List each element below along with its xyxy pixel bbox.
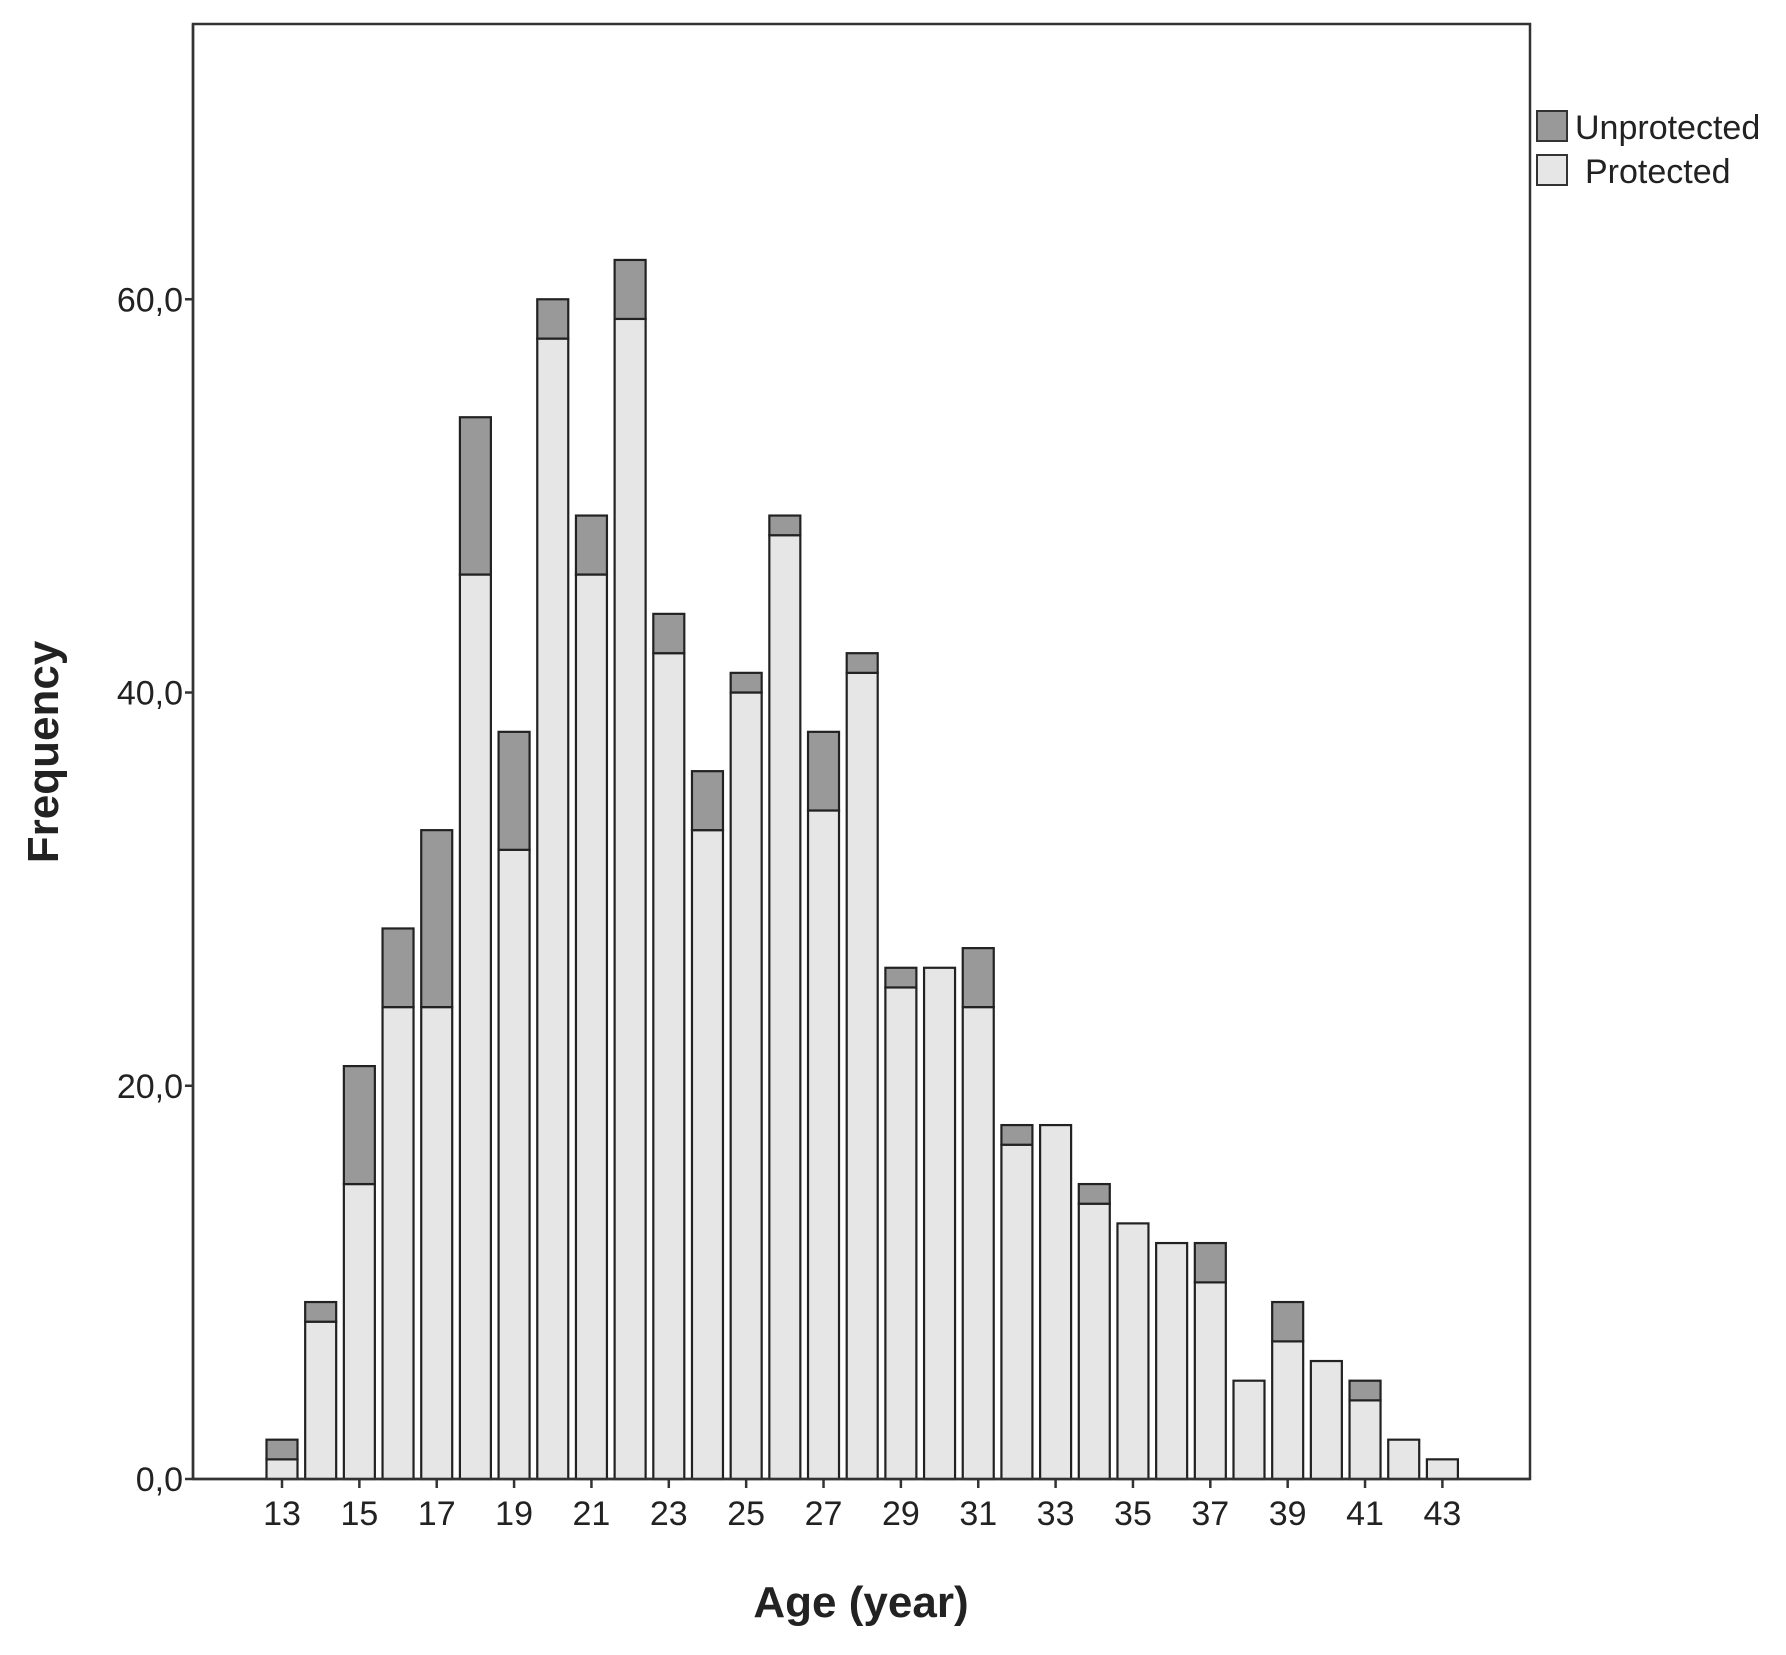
bar-unprotected-age-23 [652,612,686,655]
bar-protected-age-35 [1116,1222,1150,1481]
bar-protected-age-42 [1387,1438,1421,1481]
bar-protected-age-24 [690,829,725,1481]
x-tick-label: 35 [1114,1495,1152,1533]
x-tick-label: 39 [1269,1495,1307,1533]
y-axis-title: Frequency [19,640,68,863]
x-tick-label: 29 [882,1495,920,1533]
bar-protected-age-18 [458,573,492,1481]
bar-protected-age-32 [1000,1143,1034,1481]
x-tick-label: 31 [959,1495,997,1533]
bar-protected-age-13 [265,1458,299,1481]
bar-unprotected-age-28 [845,652,879,674]
legend-swatch-unprotected [1536,110,1568,142]
bar-unprotected-age-27 [806,730,841,812]
bar-unprotected-age-20 [536,298,570,340]
legend: Unprotected Protected [1536,109,1760,191]
bar-unprotected-age-15 [342,1064,376,1186]
bar-protected-age-27 [806,809,841,1481]
x-axis-title: Age (year) [753,1578,968,1627]
x-tick-label: 15 [340,1495,378,1533]
legend-label-unprotected: Unprotected [1575,109,1760,147]
bar-protected-age-19 [497,848,531,1481]
bar-unprotected-age-31 [961,947,995,1009]
bar-unprotected-age-32 [1000,1123,1034,1146]
y-tick-label: 20,0 [117,1068,183,1106]
bar-protected-age-25 [729,691,763,1481]
bar-protected-age-39 [1271,1340,1305,1481]
x-tick-label: 17 [418,1495,456,1533]
legend-label-protected: Protected [1585,153,1731,191]
x-tick-label: 21 [573,1495,611,1533]
bar-unprotected-age-37 [1193,1241,1227,1284]
bar-unprotected-age-29 [884,966,918,989]
bar-unprotected-age-26 [768,514,802,537]
bar-protected-age-40 [1309,1359,1343,1481]
bar-protected-age-33 [1038,1123,1073,1481]
y-tick-label: 40,0 [117,675,183,713]
bar-unprotected-age-41 [1348,1379,1382,1402]
bar-protected-age-36 [1155,1241,1189,1481]
bar-unprotected-age-18 [458,416,492,576]
bar-unprotected-age-21 [574,514,609,576]
bar-protected-age-26 [768,534,802,1481]
bar-unprotected-age-17 [420,829,454,1009]
bar-protected-age-14 [304,1320,338,1481]
bar-unprotected-age-25 [729,671,763,694]
bar-unprotected-age-22 [613,258,647,321]
bar-protected-age-22 [613,317,647,1481]
bar-protected-age-29 [884,986,918,1481]
legend-swatch-protected [1536,154,1568,186]
bar-unprotected-age-39 [1271,1300,1305,1343]
bar-unprotected-age-16 [381,927,415,1009]
x-tick-label: 25 [727,1495,765,1533]
x-axis: 13 15 17 19 21 23 25 27 29 31 33 35 37 39 41 43 [193,1477,1530,1533]
bar-protected-age-30 [922,966,957,1481]
bar-protected-age-15 [342,1182,376,1481]
bar-protected-age-20 [536,337,570,1481]
bar-protected-age-21 [574,573,609,1481]
bar-protected-age-31 [961,1006,995,1481]
x-tick-label: 43 [1423,1495,1461,1533]
y-tick-label: 0,0 [136,1461,183,1499]
bar-protected-age-17 [420,1006,454,1481]
bar-protected-age-41 [1348,1399,1382,1481]
bar-protected-age-23 [652,652,686,1481]
x-tick-label: 19 [495,1495,533,1533]
x-tick-label: 23 [650,1495,688,1533]
x-tick-label: 27 [805,1495,843,1533]
bar-protected-age-38 [1232,1379,1266,1481]
x-tick-label: 13 [263,1495,301,1533]
bar-unprotected-age-14 [304,1300,338,1323]
x-tick-label: 33 [1037,1495,1075,1533]
bar-protected-age-34 [1077,1202,1111,1481]
bar-unprotected-age-19 [497,730,531,851]
bar-unprotected-age-13 [265,1438,299,1461]
bar-protected-age-37 [1193,1281,1227,1481]
bar-unprotected-age-34 [1077,1182,1111,1205]
bar-protected-age-43 [1425,1458,1460,1481]
y-axis: 0,0 20,0 40,0 60,0 [117,24,195,1499]
y-tick-label: 60,0 [117,281,183,319]
bar-protected-age-16 [381,1006,415,1481]
x-tick-label: 37 [1191,1495,1229,1533]
x-tick-label: 41 [1346,1495,1384,1533]
bar-unprotected-age-24 [690,770,725,832]
bar-protected-age-28 [845,671,879,1481]
